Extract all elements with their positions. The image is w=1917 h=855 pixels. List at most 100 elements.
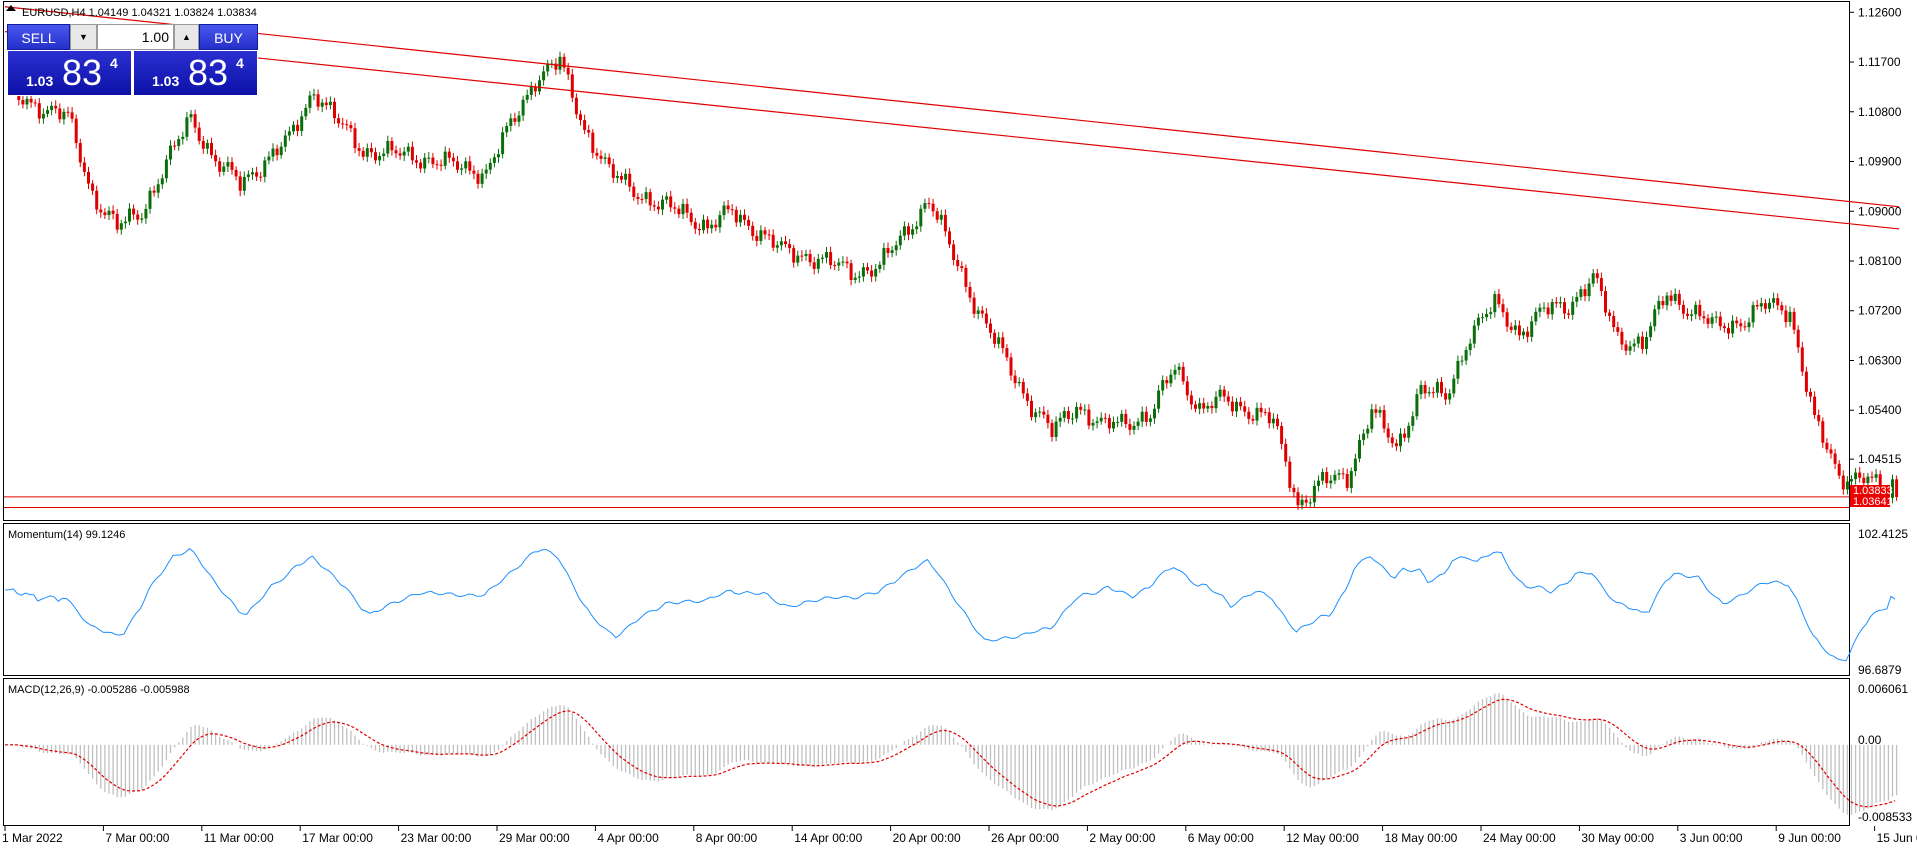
- candle-body: [1177, 366, 1181, 370]
- candle-body: [1452, 378, 1456, 394]
- candle-body: [353, 128, 357, 149]
- price-axis-label: 1.10800: [1858, 105, 1902, 119]
- candle-body: [751, 225, 755, 236]
- time-axis-label: 3 Jun 00:00: [1680, 831, 1743, 845]
- lot-size-input[interactable]: [97, 24, 174, 50]
- candle-body: [640, 199, 644, 201]
- candle-body: [907, 226, 910, 235]
- candle-body: [1181, 366, 1185, 382]
- candle-body: [1583, 289, 1587, 297]
- time-axis-label: 20 Apr 00:00: [893, 831, 961, 845]
- price-axis-label: 1.05400: [1858, 403, 1902, 417]
- candle-body: [542, 71, 546, 81]
- candle-body: [1476, 317, 1480, 326]
- candle-body: [349, 125, 353, 129]
- lot-decrease-icon[interactable]: ▼: [70, 24, 97, 50]
- candle-body: [402, 151, 406, 156]
- candle-body: [1722, 326, 1726, 329]
- candle-body: [1743, 326, 1747, 328]
- candle-body: [1103, 417, 1107, 419]
- candle-body: [70, 112, 74, 119]
- symbol-arrow-icon[interactable]: [6, 5, 16, 11]
- momentum-max-label: 102.4125: [1858, 527, 1908, 541]
- candle-body: [845, 261, 849, 264]
- candle-body: [812, 262, 816, 269]
- candle-body: [1788, 311, 1792, 323]
- buy-price-quote[interactable]: 1.03 83 4: [133, 50, 258, 96]
- time-axis-label: 2 May 00:00: [1089, 831, 1155, 845]
- candle-body: [1759, 303, 1763, 307]
- candle-body: [181, 136, 185, 140]
- sell-price-quote[interactable]: 1.03 83 4: [7, 50, 132, 96]
- candle-body: [837, 262, 841, 266]
- candle-body: [1755, 305, 1759, 307]
- candle-body: [1247, 411, 1251, 419]
- candle-body: [447, 151, 451, 158]
- sell-button[interactable]: SELL: [7, 24, 70, 50]
- candle-body: [398, 153, 402, 156]
- candle-body: [1173, 369, 1177, 375]
- candle-body: [784, 241, 787, 245]
- candle-body: [989, 323, 992, 333]
- buy-price-fraction: 4: [236, 55, 244, 71]
- candle-body: [1435, 381, 1439, 393]
- candle-body: [1509, 326, 1513, 330]
- candle-body: [316, 94, 320, 107]
- candle-body: [419, 162, 423, 169]
- candle-body: [54, 105, 58, 109]
- candle-body: [1620, 331, 1624, 345]
- candle-body: [210, 142, 213, 156]
- candle-body: [1563, 302, 1566, 314]
- candle-body: [1694, 304, 1698, 315]
- candle-body: [415, 160, 418, 163]
- candle-body: [292, 124, 295, 132]
- candle-body: [1657, 300, 1661, 310]
- lot-increase-icon[interactable]: ▲: [174, 24, 199, 50]
- candle-body: [1796, 329, 1800, 348]
- buy-button[interactable]: BUY: [199, 24, 258, 50]
- candle-body: [730, 209, 734, 211]
- candle-body: [632, 186, 636, 197]
- candle-body: [538, 80, 541, 92]
- candle-body: [1222, 389, 1226, 397]
- candle-body: [861, 267, 865, 277]
- candle-body: [894, 245, 898, 251]
- candle-body: [993, 332, 997, 344]
- candle-body: [591, 132, 595, 153]
- candle-body: [759, 230, 763, 241]
- candle-body: [1407, 425, 1411, 438]
- chart-header: EURUSD,H4 1.04149 1.04321 1.03824 1.0383…: [22, 7, 257, 19]
- candle-body: [984, 313, 988, 324]
- candle-body: [263, 160, 267, 177]
- candle-body: [1243, 406, 1247, 412]
- candle-body: [1083, 409, 1087, 411]
- candle-body: [1649, 326, 1653, 338]
- candle-body: [382, 153, 386, 156]
- candle-body: [1107, 418, 1111, 429]
- candle-body: [517, 115, 521, 122]
- candle-body: [1513, 325, 1517, 330]
- candle-body: [476, 173, 480, 184]
- candle-body: [579, 114, 582, 121]
- candle-body: [915, 226, 919, 230]
- buy-price-pips: 83: [188, 52, 229, 93]
- candle-body: [1587, 283, 1591, 297]
- candle-body: [677, 208, 681, 215]
- candle-body: [1501, 304, 1505, 313]
- candle-body: [1292, 487, 1296, 493]
- candle-body: [103, 212, 107, 216]
- candle-body: [1681, 304, 1685, 314]
- candle-body: [1038, 411, 1042, 413]
- candle-body: [1472, 325, 1476, 344]
- candle-body: [296, 124, 300, 131]
- candle-body: [1739, 323, 1743, 327]
- candle-body: [1337, 473, 1341, 475]
- candle-body: [1288, 461, 1292, 488]
- candle-body: [1845, 481, 1849, 490]
- candle-body: [1300, 499, 1304, 506]
- candle-body: [1206, 405, 1210, 409]
- candle-body: [1095, 421, 1099, 423]
- candle-body: [562, 56, 566, 68]
- candle-body: [648, 192, 652, 206]
